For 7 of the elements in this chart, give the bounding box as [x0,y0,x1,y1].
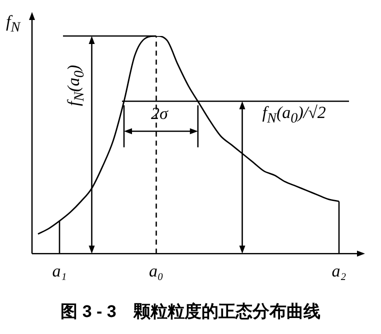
y-axis-title: f$_{N}$ [6,12,20,36]
x-tick-label: a₂ [332,261,346,280]
x-tick-label: a₁ [52,261,67,280]
x-tick-label: a₀ [149,261,164,280]
text: 图 3 - 3 颗粒粒度的正态分布曲线 [60,301,322,323]
ref-line-label: f$_{N}$(a$_{0}$)/√2 [262,103,326,128]
annotation: 2σ [150,104,168,124]
